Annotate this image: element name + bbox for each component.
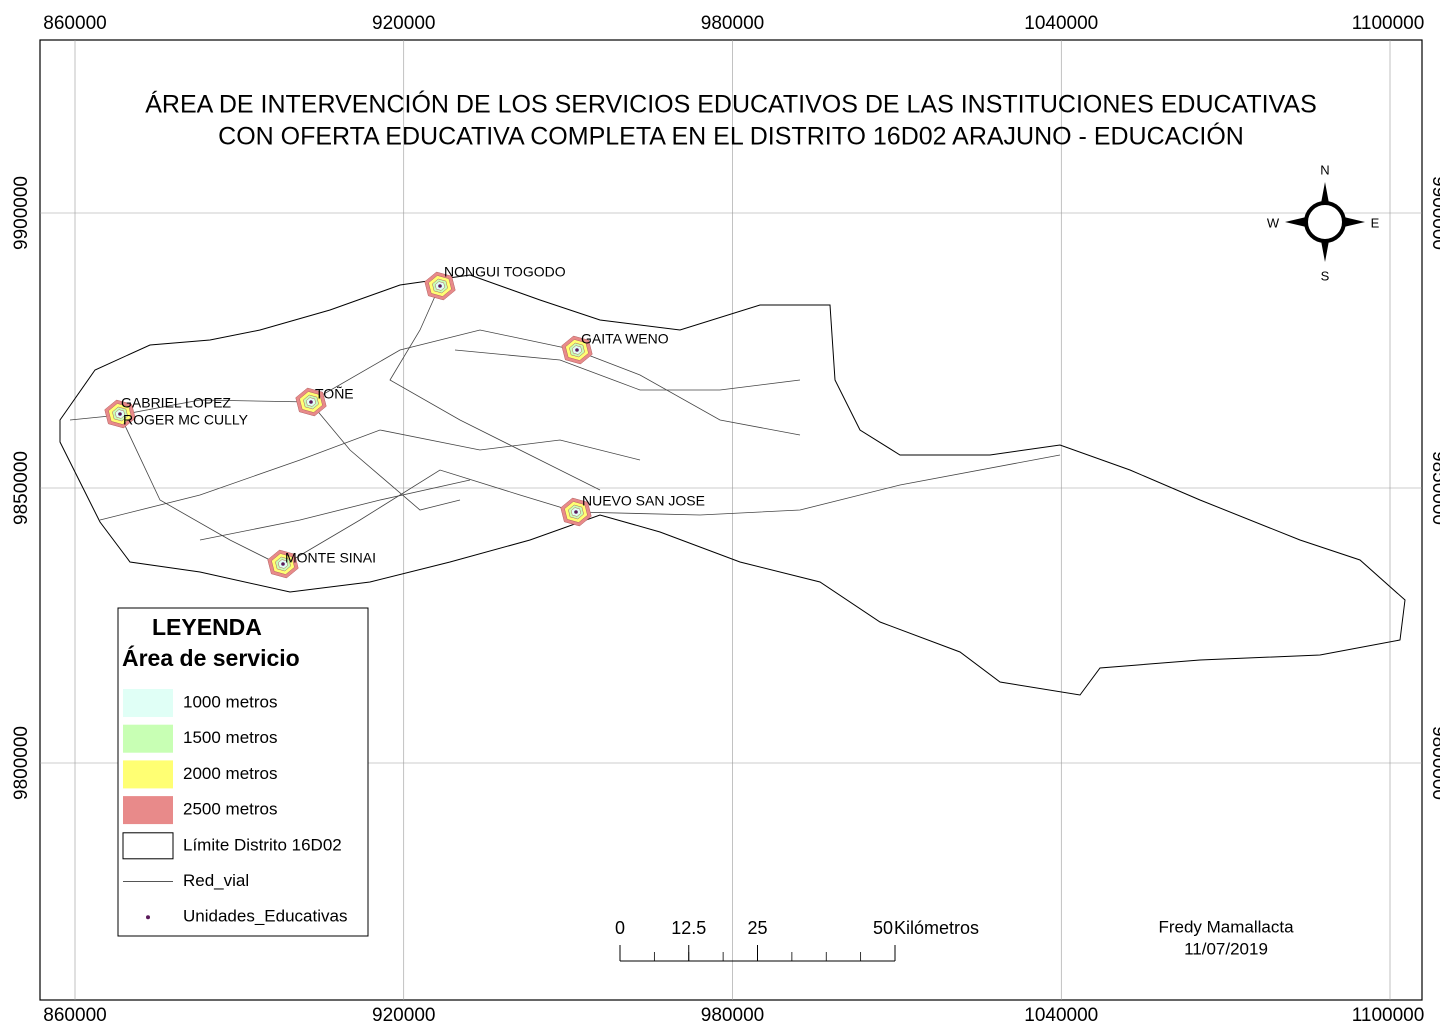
school-point <box>574 510 578 514</box>
scale-bar: 0 12.5 25 50 Kilómetros <box>615 918 979 962</box>
legend-swatch <box>123 689 173 717</box>
place-label: GAITA WENO <box>581 331 669 347</box>
legend-label: 1500 metros <box>183 728 278 747</box>
grid: 860000 860000 920000 920000 980000 980000 1040… <box>11 13 1440 1026</box>
road <box>99 349 801 541</box>
x-coord-label: 980000 <box>701 13 764 34</box>
road <box>309 284 601 511</box>
x-coord-label: 920000 <box>372 1005 435 1026</box>
legend-subtitle: Área de servicio <box>122 644 300 671</box>
map-title: CON OFERTA EDUCATIVA COMPLETA EN EL DIST… <box>218 122 1244 151</box>
school-point <box>281 562 285 566</box>
service-areas: NONGUI TOGODO GAITA WENO TOÑE GABRIEL LOPEZ… <box>104 264 705 579</box>
school-point <box>118 412 122 416</box>
scale-label: 25 <box>747 918 767 938</box>
school-point <box>575 348 579 352</box>
author: Fredy Mamallacta <box>1158 917 1294 936</box>
place-label: NONGUI TOGODO <box>444 264 566 280</box>
legend-label: Límite Distrito 16D02 <box>183 835 342 854</box>
legend-label: 2000 metros <box>183 764 278 783</box>
legend-swatch <box>123 724 173 753</box>
date: 11/07/2019 <box>1184 939 1268 958</box>
legend-title: LEYENDA <box>152 614 262 640</box>
y-coord-label: 9900000 <box>11 176 32 250</box>
compass-w: W <box>1267 215 1280 230</box>
x-coord-label: 1100000 <box>1352 1005 1425 1026</box>
scale-label: 0 <box>615 918 625 938</box>
legend-swatch <box>146 915 150 920</box>
scale-label: 12.5 <box>671 918 706 938</box>
legend: LEYENDA Área de servicio 1000 metros 1500… <box>117 607 369 937</box>
compass: N S E W <box>1267 162 1380 283</box>
x-coord-label: 1100000 <box>1352 13 1425 34</box>
legend-label: Red_vial <box>183 871 249 890</box>
legend-swatch <box>123 760 173 789</box>
place-label: MONTE SINAI <box>285 550 376 566</box>
legend-swatch <box>122 832 174 860</box>
place-label: NUEVO SAN JOSE <box>582 493 705 509</box>
legend-label: Unidades_Educativas <box>183 907 347 926</box>
y-coord-label: 9800000 <box>1428 726 1440 800</box>
x-coord-label: 1040000 <box>1024 13 1098 34</box>
roads <box>69 284 1061 567</box>
compass-s: S <box>1321 268 1330 283</box>
scale-unit: Kilómetros <box>894 918 979 938</box>
school-point <box>438 284 442 288</box>
compass-ring <box>1304 201 1346 243</box>
compass-e: E <box>1371 215 1380 230</box>
x-coord-label: 920000 <box>372 13 435 34</box>
x-coord-label: 1040000 <box>1024 1005 1098 1026</box>
place-label: ROGER MC CULLY <box>123 412 249 428</box>
place-label: GABRIEL LOPEZ <box>121 395 231 411</box>
y-coord-label: 9900000 <box>1428 176 1440 250</box>
legend-label: 2500 metros <box>183 800 278 819</box>
road <box>119 414 1061 567</box>
compass-n: N <box>1320 162 1329 177</box>
district-boundary <box>59 274 1406 696</box>
legend-items: 1000 metros 1500 metros 2000 metros 2500 me… <box>122 689 347 926</box>
x-coord-label: 980000 <box>701 1005 764 1026</box>
legend-swatch <box>123 796 173 825</box>
legend-label: 1000 metros <box>183 692 278 711</box>
y-coord-label: 9850000 <box>1428 451 1440 525</box>
road <box>69 329 801 436</box>
y-coord-label: 9850000 <box>11 451 32 525</box>
scale-label: 50 <box>873 918 893 938</box>
x-coord-label: 860000 <box>43 13 106 34</box>
map-title: ÁREA DE INTERVENCIÓN DE LOS SERVICIOS ED… <box>145 90 1317 119</box>
y-coord-label: 9800000 <box>11 726 32 800</box>
place-label: TOÑE <box>315 386 354 402</box>
school-point <box>309 400 313 404</box>
x-coord-label: 860000 <box>43 1005 106 1026</box>
